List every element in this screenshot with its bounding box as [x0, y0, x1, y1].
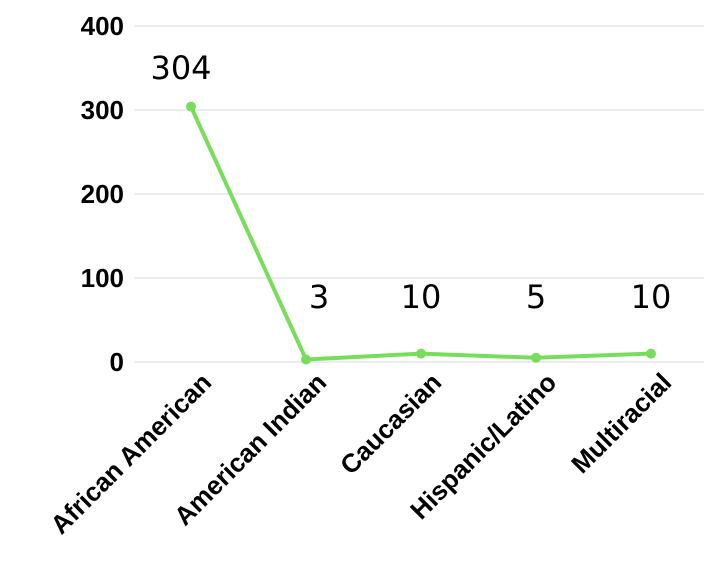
data-point: [531, 352, 541, 363]
y-tick-label: 0: [110, 347, 124, 377]
y-tick-label: 200: [81, 179, 124, 209]
data-point: [186, 101, 196, 112]
data-point: [301, 354, 311, 365]
data-point: [416, 348, 426, 359]
series-layer: [186, 101, 656, 365]
data-labels: 304 3 10 5 10: [150, 49, 671, 316]
y-axis-tick-labels: 0 100 200 300 400: [81, 11, 124, 377]
x-tick-label: Caucasian: [334, 367, 447, 480]
data-label: 5: [526, 278, 546, 316]
y-tick-label: 400: [81, 11, 124, 41]
data-label: 10: [401, 278, 442, 316]
data-label: 10: [631, 278, 672, 316]
y-tick-label: 300: [81, 95, 124, 125]
series-line: [189, 104, 653, 362]
data-point: [646, 348, 656, 359]
y-tick-label: 100: [81, 263, 124, 293]
data-label: 304: [150, 49, 211, 87]
data-label: 3: [309, 278, 329, 316]
x-tick-label: Multiracial: [565, 367, 677, 479]
